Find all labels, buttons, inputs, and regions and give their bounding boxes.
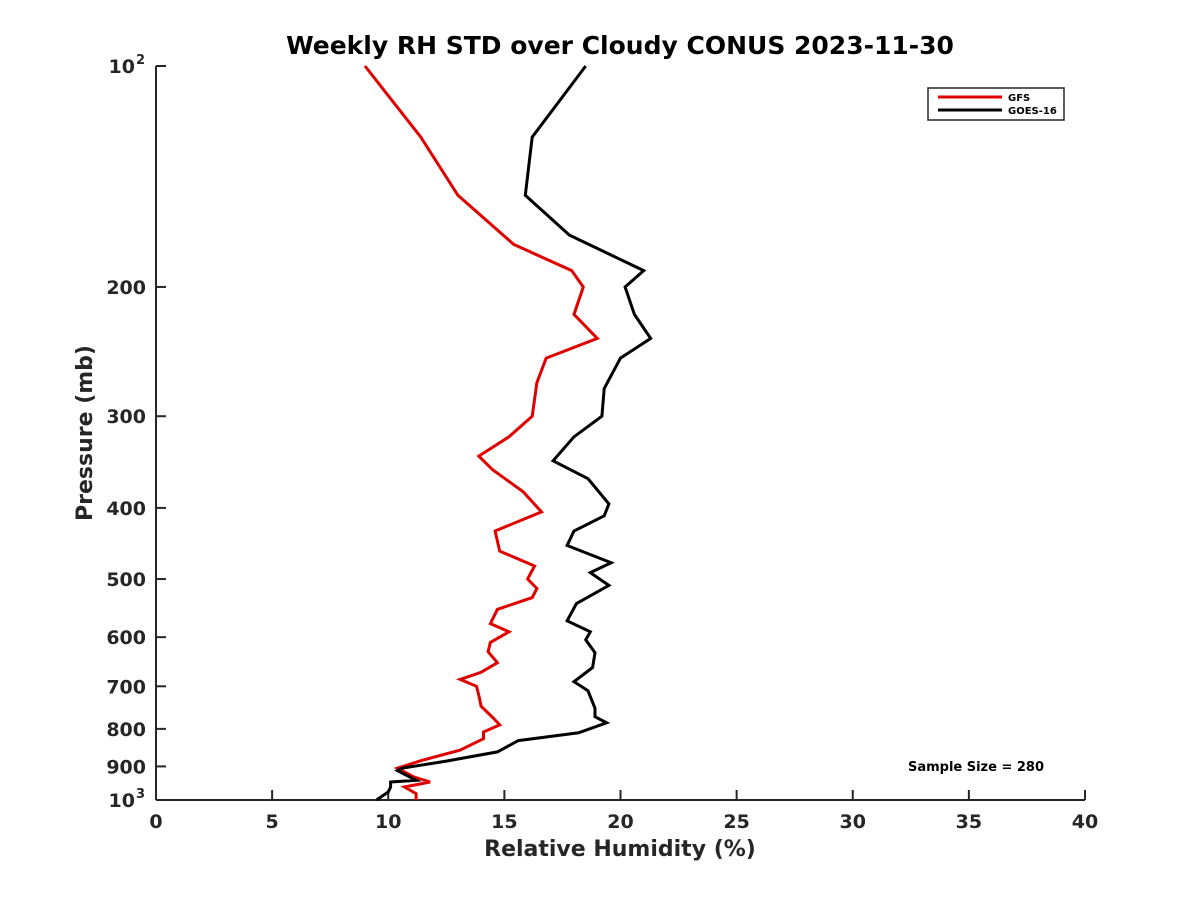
chart-title: Weekly RH STD over Cloudy CONUS 2023-11-… xyxy=(286,31,954,60)
legend-entry-label: GOES-16 xyxy=(1008,106,1057,117)
series-line-goes-16 xyxy=(375,65,653,802)
x-tick-label: 25 xyxy=(723,811,749,833)
y-tick-label: 500 xyxy=(106,569,146,591)
series-line-gfs xyxy=(363,65,600,800)
y-tick-label: 700 xyxy=(106,676,146,698)
y-tick-label: 900 xyxy=(106,756,146,778)
x-tick-label: 40 xyxy=(1072,811,1098,833)
series-lines xyxy=(363,65,653,802)
y-tick-label: 600 xyxy=(106,627,146,649)
x-axis-label: Relative Humidity (%) xyxy=(484,837,756,862)
x-tick-label: 30 xyxy=(840,811,866,833)
x-tick-label: 20 xyxy=(607,811,633,833)
legend: GFS GOES-16 xyxy=(927,87,1065,121)
x-tick-label: 10 xyxy=(375,811,401,833)
legend-box xyxy=(927,87,1065,121)
y-tick-exponent: 2 xyxy=(136,53,145,68)
y-tick-label: 800 xyxy=(106,719,146,741)
y-tick-label: 10 xyxy=(109,56,135,78)
y-tick-label: 200 xyxy=(106,277,146,299)
sample-size-annotation: Sample Size = 280 xyxy=(908,760,1044,775)
x-tick-label: 5 xyxy=(266,811,279,833)
x-tick-label: 35 xyxy=(956,811,982,833)
y-tick-label: 10 xyxy=(109,790,135,812)
x-tick-label: 15 xyxy=(491,811,517,833)
y-tick-label: 300 xyxy=(106,406,146,428)
y-tick-exponent: 3 xyxy=(136,787,145,802)
legend-entry-label: GFS xyxy=(1008,93,1030,104)
y-tick-label: 400 xyxy=(106,498,146,520)
y-axis-label: Pressure (mb) xyxy=(73,345,98,521)
x-tick-label: 0 xyxy=(149,811,162,833)
